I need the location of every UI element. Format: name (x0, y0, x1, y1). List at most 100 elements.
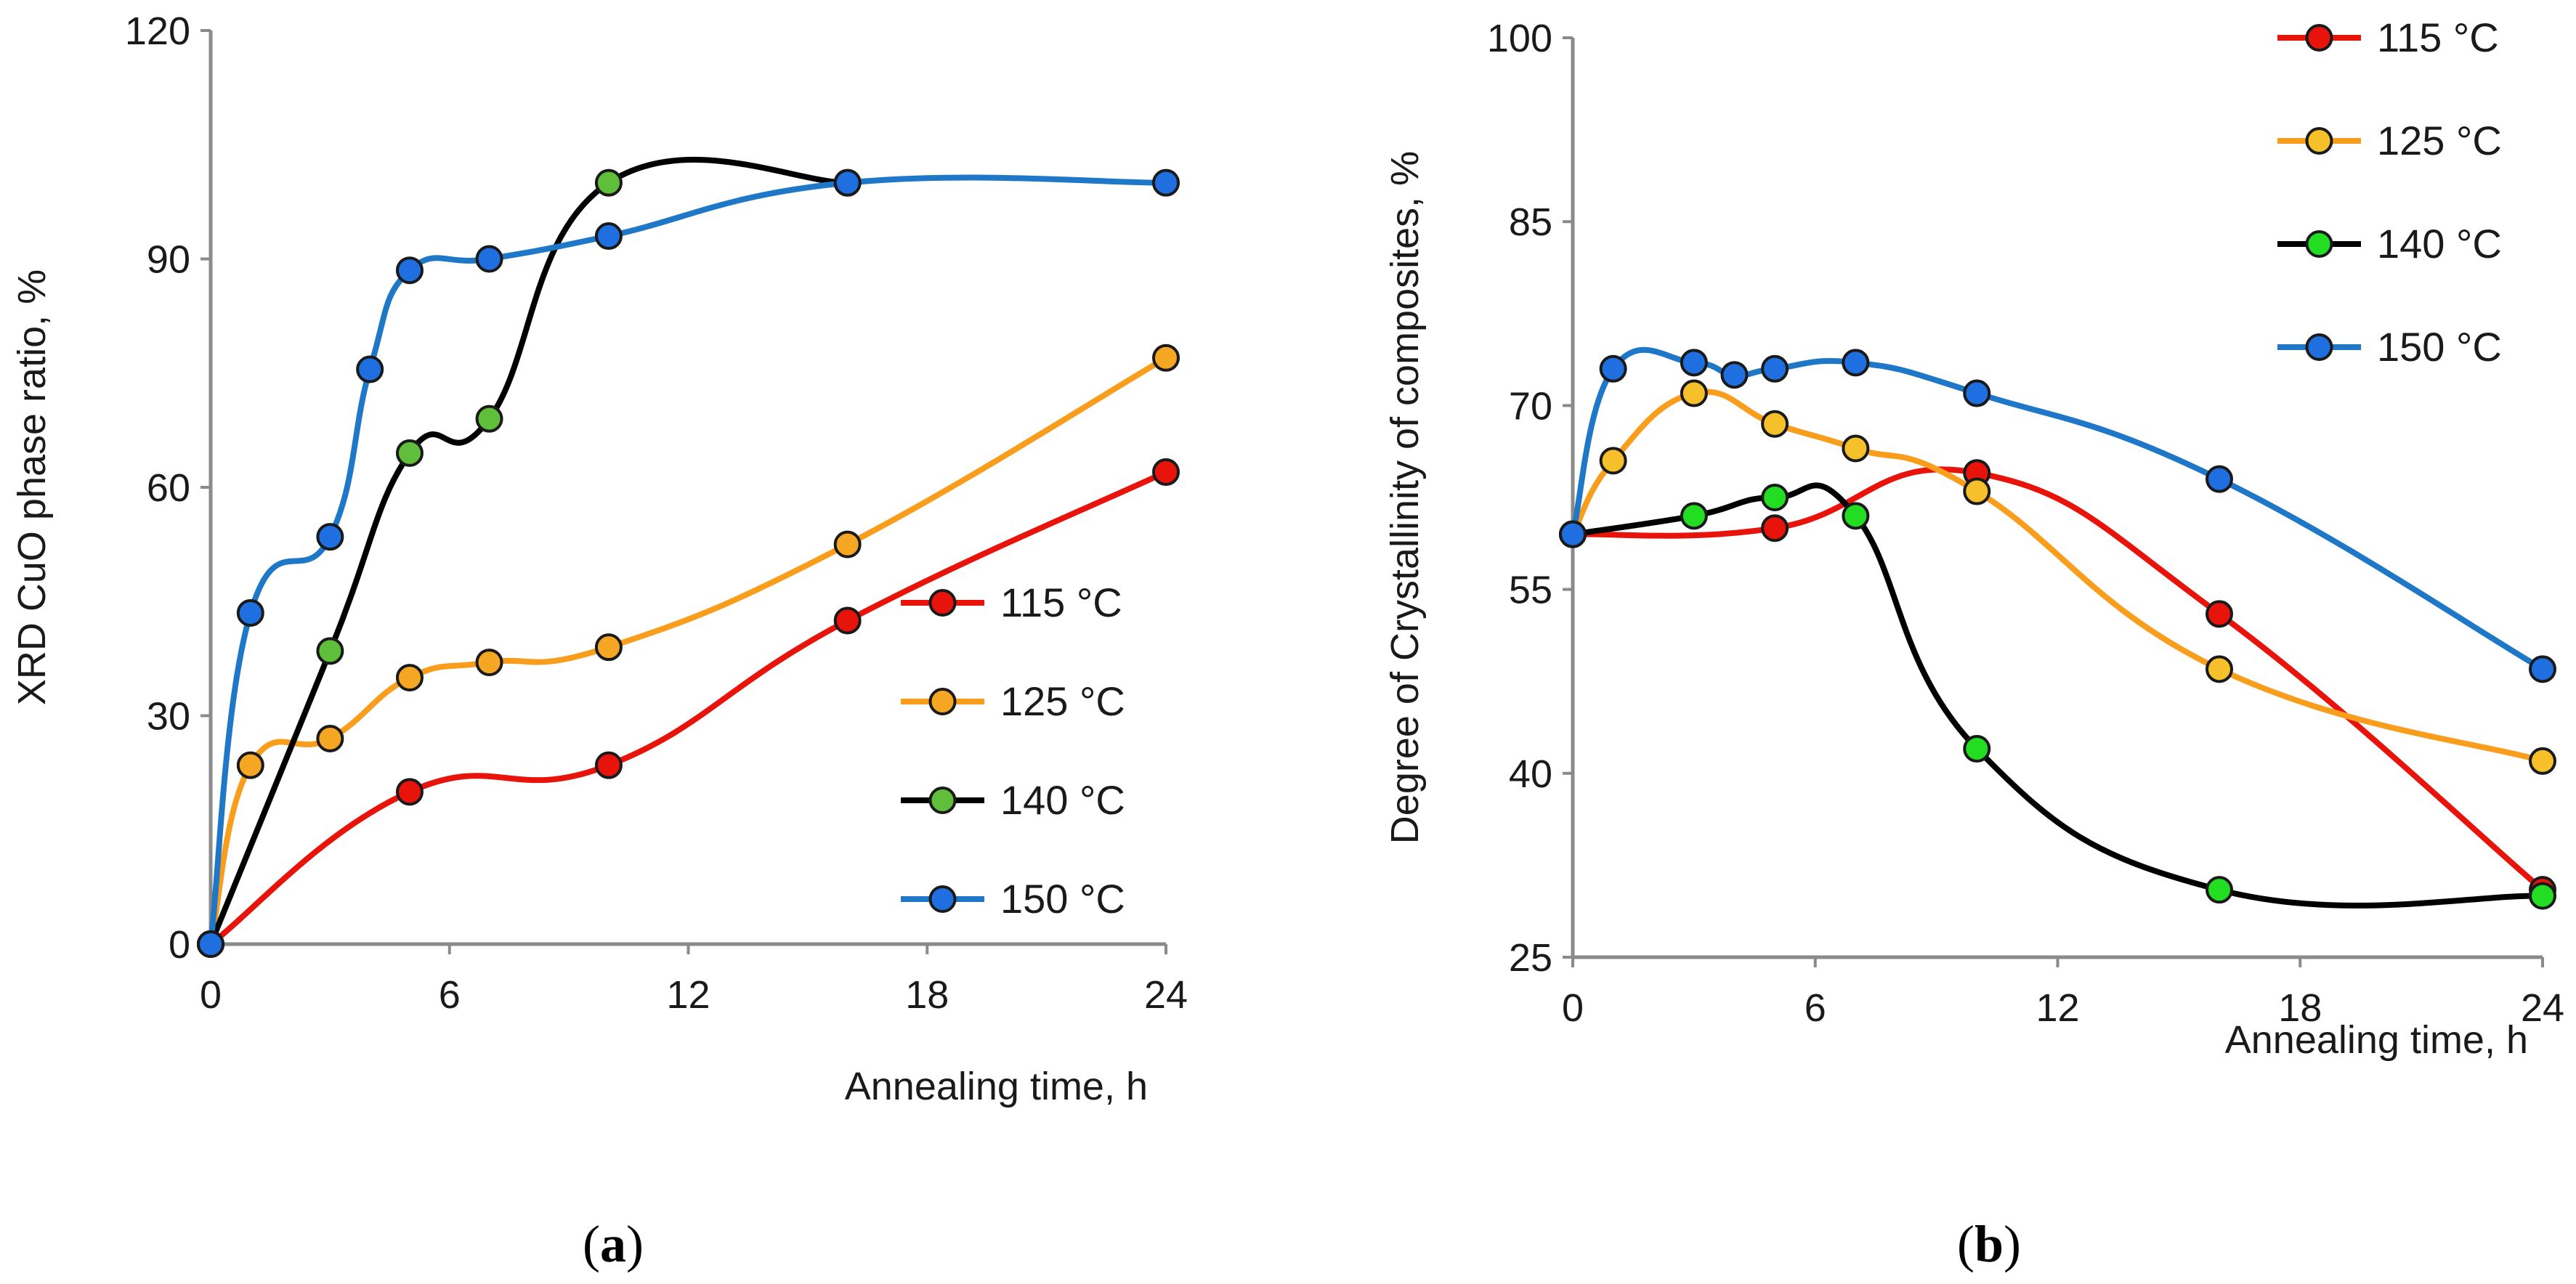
chart-a-y-tick-label: 30 (147, 695, 190, 739)
chart-a-data-point (395, 256, 424, 285)
chart-a-x-tick-label: 0 (200, 973, 222, 1017)
panel-a-letter: a (599, 1215, 626, 1273)
chart-b-series-line (1570, 389, 2545, 764)
chart-a-data-point (594, 168, 623, 197)
chart-b-legend-label: 150 °C (2377, 324, 2502, 370)
chart-b-data-point (1680, 502, 1708, 530)
chart-a-data-point (395, 664, 424, 692)
chart-a-series-line (208, 469, 1169, 947)
chart-b-data-point (1559, 520, 1587, 548)
chart-b-legend-label: 125 °C (2377, 118, 2502, 163)
chart-a-data-point (594, 751, 623, 779)
chart-b-x-axis-title: Annealing time, h (2225, 1018, 2528, 1062)
chart-a-legend-label: 125 °C (1000, 678, 1125, 724)
chart-b-data-point (2206, 876, 2233, 904)
chart-b-data-point (1761, 484, 1789, 511)
chart-a-legend-marker (928, 688, 957, 715)
chart-a-data-point (833, 606, 862, 635)
chart-b-y-axis-title: Degree of Crystallinity of composites, % (1383, 151, 1427, 844)
chart-b-series-line (1570, 482, 2545, 909)
chart-a-data-point (475, 405, 503, 433)
chart-b-x-tick-label: 6 (1805, 986, 1826, 1030)
chart-b-legend-marker (2305, 127, 2333, 155)
chart-b-data-point (2529, 882, 2556, 910)
chart-a-y-tick-label: 60 (147, 466, 190, 510)
panel-a-label: (a) (583, 1215, 644, 1273)
chart-b-data-point (1963, 477, 1991, 505)
chart-b-data-point (1680, 379, 1708, 407)
chart-b-y-tick-label: 100 (1487, 17, 1552, 60)
chart-a-y-tick-label: 0 (169, 923, 190, 967)
chart-b-legend: 115 °C 125 °C 140 °C 150 °C (2277, 15, 2502, 370)
chart-a-data-point (1152, 458, 1180, 487)
chart-b-data-point (1963, 735, 1991, 763)
chart-b-y-tick-label: 40 (1509, 752, 1552, 796)
chart-a-data-point (316, 523, 344, 551)
chart-b-y-tick-label: 25 (1509, 936, 1552, 980)
chart-b-data-point (1761, 514, 1789, 543)
chart-a-data-point (475, 649, 503, 677)
chart-b-legend-marker (2305, 230, 2333, 258)
chart-b-legend-marker (2305, 24, 2333, 52)
chart-b-data-point (1842, 434, 1870, 463)
chart-a-data-point (316, 724, 344, 752)
chart-a-data-point (197, 930, 224, 958)
chart-b-data-point (1761, 410, 1789, 438)
chart-a-legend-label: 115 °C (1000, 580, 1122, 625)
chart-b-legend-marker (2305, 333, 2333, 361)
chart-a-legend: 115 °C 125 °C 140 °C 150 °C (901, 580, 1125, 922)
chart-a-data-point (356, 355, 384, 383)
chart-b-series-line (1570, 466, 2545, 893)
chart-a-x-tick-label: 12 (666, 973, 710, 1017)
chart-a-legend-marker (928, 787, 957, 814)
chart-a: 0 30 60 90 120 0 6 12 18 24 XRD CuO phase ratio, %… (10, 9, 1188, 1108)
chart-a-data-point (833, 530, 862, 558)
chart-a-data-point (594, 222, 623, 251)
chart-b-x-tick-label: 12 (2036, 986, 2079, 1030)
chart-b-data-point (2206, 600, 2233, 628)
chart-b-legend-label: 140 °C (2377, 221, 2502, 267)
chart-b-y-tick-label: 70 (1509, 384, 1552, 428)
chart-a-legend-label: 150 °C (1000, 876, 1125, 922)
chart-b-data-point (1680, 349, 1708, 377)
chart-b-data-point (1761, 354, 1789, 383)
chart-b-x-tick-label: 18 (2278, 986, 2322, 1030)
chart-a-series-line (208, 156, 851, 947)
chart-a-legend-marker (928, 885, 957, 913)
chart-a-data-point (236, 598, 264, 627)
chart-a-x-tick-label: 24 (1144, 973, 1188, 1017)
chart-a-x-axis-title: Annealing time, h (845, 1065, 1148, 1108)
panel-b-label: (b) (1957, 1215, 2022, 1273)
chart-b-data-point (1720, 361, 1749, 389)
chart-a-data-point (475, 245, 503, 273)
chart-a-data-point (395, 778, 424, 806)
chart-b-data-point (1842, 502, 1870, 530)
chart-b-data-point (1599, 447, 1627, 475)
chart-a-legend-marker (928, 589, 957, 617)
chart-b-y-tick-label: 55 (1509, 569, 1552, 612)
chart-b-data-point (1963, 379, 1991, 407)
chart-b-data-point (2529, 655, 2556, 683)
chart-a-data-point (594, 633, 623, 662)
chart-a-data-point (833, 168, 862, 197)
chart-a-y-axis-title: XRD CuO phase ratio, % (10, 269, 54, 705)
chart-b-data-point (1599, 354, 1627, 383)
chart-b-legend-label: 115 °C (2377, 15, 2499, 60)
chart-a-x-tick-label: 18 (905, 973, 949, 1017)
chart-b-data-point (2529, 747, 2556, 775)
chart-b-data-point (2206, 655, 2233, 683)
chart-a-data-point (1152, 344, 1180, 372)
chart-a-series-line (208, 174, 1169, 947)
chart-b: 25 40 55 70 85 100 0 6 12 18 24 Degree of Crystalli… (1383, 15, 2564, 1062)
chart-a-y-tick-label: 90 (147, 238, 190, 282)
chart-b-x-tick-label: 0 (1562, 986, 1584, 1030)
chart-a-data-point (395, 439, 424, 467)
chart-b-data-point (2206, 465, 2233, 493)
chart-b-data-point (1842, 349, 1870, 377)
chart-a-data-point (236, 751, 264, 779)
chart-a-y-tick-label: 120 (125, 9, 190, 53)
chart-a-legend-label: 140 °C (1000, 777, 1125, 823)
chart-b-y-tick-label: 85 (1509, 200, 1552, 244)
chart-a-x-tick-label: 6 (439, 973, 461, 1017)
